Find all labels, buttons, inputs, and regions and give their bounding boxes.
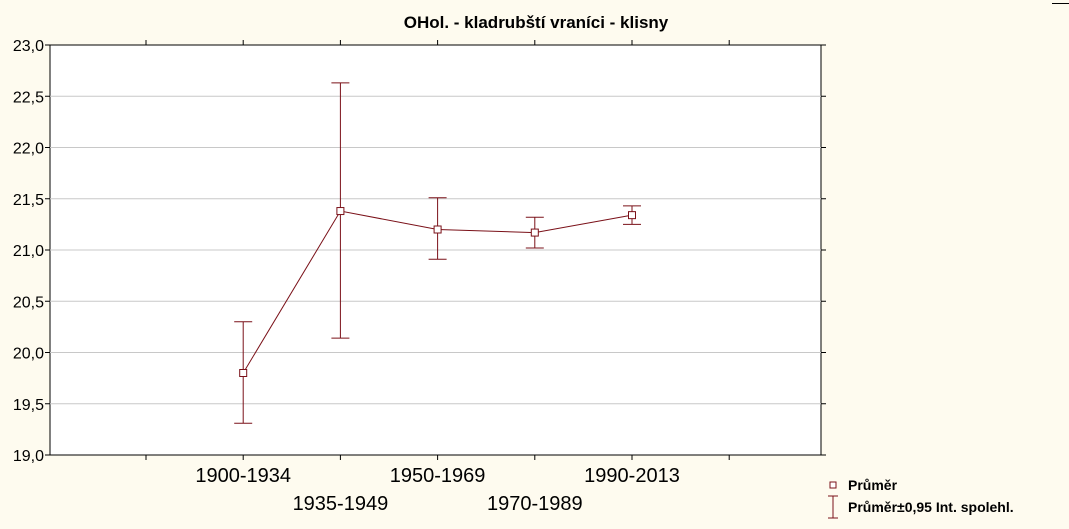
- data-point: [530, 228, 539, 237]
- y-tick-label: 22,5: [13, 89, 44, 106]
- y-tick-label: 21,5: [13, 192, 44, 209]
- y-tick-label: 20,5: [13, 294, 44, 311]
- data-point: [336, 207, 345, 216]
- x-tick-label: 1900-1934: [195, 465, 291, 487]
- data-point: [628, 211, 636, 220]
- x-tick-label: 1970-1989: [487, 493, 583, 515]
- corner-rule: [1052, 3, 1069, 4]
- x-tick-label: 1950-1969: [390, 465, 486, 487]
- legend: Průměr Průměr±0,95 Int. spolehl.: [828, 477, 1014, 519]
- x-tick-label: 1990-2013: [584, 465, 680, 487]
- legend-errorbar-label: Průměr±0,95 Int. spolehl.: [848, 499, 1014, 515]
- grid-lines: [50, 95, 821, 405]
- y-tick-label: 19,5: [13, 397, 44, 414]
- chart-title: OHol. - kladrubští vraníci - klisny: [404, 13, 669, 32]
- data-point: [239, 369, 248, 377]
- y-tick-label: 23,0: [13, 38, 44, 55]
- x-axis-ticks: 1900-19341935-19491950-19691970-19891990…: [145, 40, 730, 515]
- legend-mean-marker: [829, 481, 837, 489]
- y-axis-ticks: 19,0 19,5 20,0 20,5 21,0 21,5 22,0 22,5 23,0: [13, 38, 826, 465]
- y-tick-label: 22,0: [13, 141, 44, 158]
- y-tick-label: 21,0: [13, 243, 44, 260]
- x-tick-label: 1935-1949: [293, 493, 389, 515]
- legend-errorbar-icon: [828, 495, 838, 519]
- data-point: [433, 225, 442, 234]
- y-tick-label: 20,0: [13, 346, 44, 363]
- y-tick-label: 19,0: [13, 448, 44, 465]
- series-group: [234, 82, 641, 424]
- legend-mean-label: Průměr: [848, 477, 898, 493]
